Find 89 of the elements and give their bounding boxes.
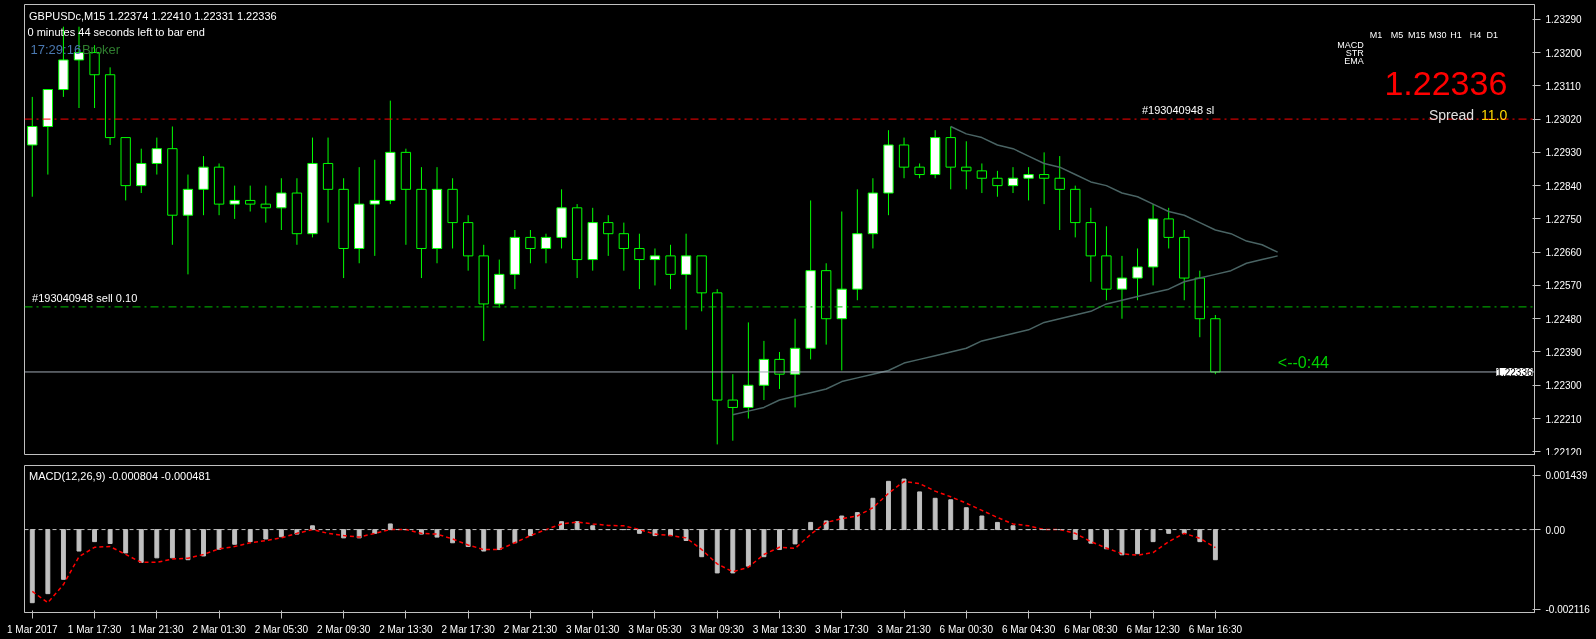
y-tick-label: 0.00 [1545, 524, 1566, 536]
y-tick-label: 1.23020 [1545, 114, 1583, 126]
y-tick-label: -0.002116 [1545, 604, 1591, 616]
candlestick [680, 233, 692, 331]
candlestick [369, 159, 380, 257]
candlestick [743, 321, 754, 420]
annotation: H1 [1450, 30, 1462, 41]
candlestick [260, 185, 271, 224]
x-tick-label: 6 Mar 00:30 [939, 623, 994, 635]
candlestick [976, 162, 988, 194]
x-tick-label: 3 Mar 09:30 [690, 623, 745, 635]
x-tick-label: 3 Mar 01:30 [566, 623, 620, 635]
y-tick-label: 1.22480 [1545, 313, 1583, 325]
annotation: 1.22336 [1384, 63, 1508, 102]
text: GBPUSDc,M15 1.22374 1.22410 1.22331 1.22336 [29, 9, 277, 22]
candlestick [1116, 255, 1128, 320]
x-tick-label: 2 Mar 05:30 [254, 623, 309, 635]
annotation: M30 [1429, 30, 1447, 41]
y-tick-label: 1.22750 [1545, 213, 1583, 225]
x-tick-label: 6 Mar 16:30 [1188, 623, 1243, 635]
candlestick [992, 170, 1003, 198]
candlestick [276, 177, 287, 231]
x-tick-label: 2 Mar 21:30 [503, 623, 558, 635]
candlestick [727, 373, 738, 442]
annotation: EMA [1344, 56, 1364, 67]
candlestick [540, 233, 552, 264]
x-tick-label: 2 Mar 13:30 [379, 623, 434, 635]
candlestick [27, 96, 38, 198]
y-tick-label: 1.23200 [1545, 47, 1583, 59]
y-tick-label: 1.23290 [1545, 14, 1583, 26]
candlestick [1163, 207, 1174, 249]
ref-line-label: #193040948 sell 0.10 [32, 291, 138, 304]
ref-line-label: 1.22336 [1496, 366, 1533, 378]
annotation: M1 [1369, 30, 1383, 41]
candlestick [198, 155, 209, 216]
candlestick [1007, 166, 1019, 194]
y-tick-label: 1.22300 [1545, 380, 1583, 392]
candlestick [603, 214, 614, 257]
x-tick-label: 3 Mar 13:30 [752, 623, 807, 635]
candlestick [1038, 151, 1050, 205]
y-tick-label: 1.22660 [1545, 247, 1583, 259]
y-tick-label: 1.22930 [1545, 147, 1583, 159]
candlestick [961, 140, 972, 190]
x-tick-label: 2 Mar 17:30 [441, 623, 496, 635]
line-series [949, 125, 1279, 253]
line-series [31, 480, 1217, 604]
ref-line-label: #193040948 sl [1141, 104, 1215, 117]
annotation: 11.0 [1481, 107, 1508, 123]
candlestick [151, 137, 162, 176]
candlestick [245, 185, 256, 213]
candlestick [1132, 247, 1143, 301]
candlestick [665, 244, 676, 290]
annotation: STR [1345, 48, 1365, 59]
x-tick-label: 1 Mar 2017 [6, 623, 59, 635]
x-tick-label: 1 Mar 17:30 [67, 623, 122, 635]
x-tick-label: 6 Mar 08:30 [1064, 623, 1118, 635]
annotation: M5 [1390, 30, 1404, 41]
x-tick-label: 2 Mar 01:30 [192, 623, 247, 635]
candlestick [898, 137, 910, 179]
x-tick-label: 3 Mar 17:30 [815, 623, 869, 635]
annotation: M15 [1407, 30, 1426, 41]
candlestick [136, 148, 147, 194]
x-tick-label: 6 Mar 12:30 [1126, 623, 1181, 635]
candlestick [229, 185, 240, 220]
x-tick-label: 3 Mar 21:30 [877, 623, 932, 635]
annotation: MACD [1337, 40, 1365, 51]
annotation: H4 [1469, 30, 1482, 41]
candlestick [1054, 155, 1065, 231]
y-tick-label: 0.001439 [1545, 470, 1588, 482]
y-tick-label: 1.22570 [1545, 280, 1583, 292]
candlestick [649, 247, 661, 286]
chart-title: MACD(12,26,9) -0.000804 -0.000481 [29, 469, 211, 482]
candlestick [1023, 166, 1034, 201]
candlestick [618, 222, 629, 272]
candlestick [525, 229, 536, 264]
y-tick-label: 1.22390 [1545, 346, 1583, 358]
annotation: <--0:44 [1277, 353, 1330, 371]
line-series [732, 255, 1279, 416]
candlestick [634, 233, 645, 290]
y-tick-label: 1.23110 [1545, 80, 1582, 92]
x-tick-label: 1 Mar 21:30 [130, 623, 184, 635]
y-tick-label: 1.22120 [1545, 446, 1583, 458]
x-tick-label: 2 Mar 09:30 [316, 623, 371, 635]
x-tick-label: 6 Mar 04:30 [1001, 623, 1056, 635]
y-tick-label: 1.22210 [1545, 413, 1583, 425]
x-tick-label: 3 Mar 05:30 [628, 623, 683, 635]
y-tick-label: 1.22840 [1545, 180, 1583, 192]
annotation: Spread [1428, 107, 1475, 123]
annotation: D1 [1486, 30, 1498, 41]
